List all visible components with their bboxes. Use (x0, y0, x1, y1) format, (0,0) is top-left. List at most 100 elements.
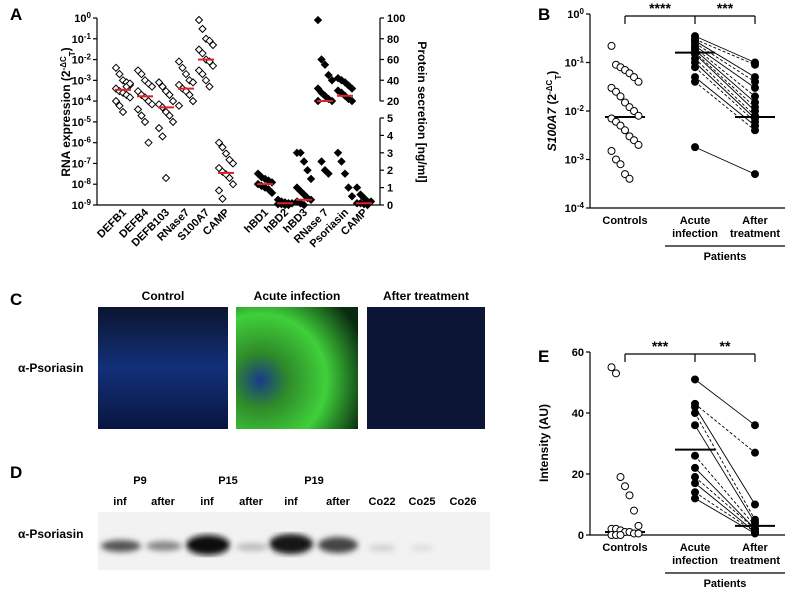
panel-label: D (10, 463, 22, 482)
y2-tick-label: 100 (387, 13, 405, 25)
text-part: 10 (72, 179, 84, 191)
data-point (337, 157, 346, 166)
x-tick-label: Controls (602, 215, 647, 227)
x-tick-label: infection (672, 555, 718, 567)
lane-label: after (151, 496, 176, 508)
significance: *** (717, 0, 734, 16)
text-part: ) (545, 71, 559, 75)
data-point (320, 60, 330, 69)
text-part: 60 (572, 347, 584, 359)
data-point (616, 92, 625, 101)
significance: **** (649, 0, 671, 16)
x-tick-label: Controls (602, 542, 647, 554)
y-tick-label: 10-9 (72, 198, 92, 213)
panel-label: E (538, 347, 549, 366)
pair-line (694, 76, 756, 126)
data-point (616, 531, 625, 539)
data-point (691, 451, 699, 460)
data-point (181, 69, 191, 79)
data-point (691, 63, 699, 72)
text-part: -9 (84, 198, 92, 207)
x-tick-label: infection (672, 228, 718, 240)
micrograph-acute (236, 307, 358, 429)
data-point (621, 126, 629, 135)
pair-line (694, 53, 756, 112)
text-part: 10 (72, 200, 84, 212)
data-point (218, 194, 227, 203)
data-point (154, 78, 164, 87)
text-part: 10 (565, 155, 577, 167)
data-point (137, 69, 146, 79)
y-tick-label: 60 (572, 347, 584, 359)
text-part: -2 (577, 104, 585, 113)
data-point (111, 63, 121, 73)
text-part: T (68, 51, 77, 56)
text-part: -6 (84, 135, 92, 144)
data-point (111, 96, 121, 106)
y-axis-title: S100A7 (2-ΔCT) (545, 71, 563, 151)
data-point (296, 148, 305, 158)
data-point (133, 105, 143, 114)
y2-tick-label: 20 (387, 96, 399, 108)
data-point (616, 160, 625, 169)
data-point (621, 170, 629, 179)
data-point (158, 82, 167, 91)
pair-line (694, 52, 756, 108)
data-point (188, 78, 198, 87)
y-tick-label: 20 (572, 469, 584, 481)
data-point (751, 421, 759, 430)
data-point (751, 448, 759, 457)
data-point (612, 87, 620, 96)
lane-label: Co22 (369, 496, 396, 508)
pair-line (694, 403, 756, 453)
data-point (198, 49, 207, 58)
y2-axis-title: Protein secretion [ng/ml] (415, 41, 429, 182)
data-point (317, 55, 326, 64)
text-part: -1 (577, 55, 585, 64)
text-part: 10 (72, 34, 84, 46)
data-point (691, 494, 699, 503)
data-point (161, 173, 171, 183)
x-tick-label: Acute (680, 215, 711, 227)
data-point (751, 83, 759, 92)
data-point (125, 93, 135, 102)
y2-tick-label: 40 (387, 75, 399, 87)
pair-line (694, 379, 756, 426)
data-point (168, 117, 178, 127)
text-part: -3 (84, 73, 92, 82)
y2-tick-label: 3 (387, 148, 393, 160)
data-point (634, 111, 643, 120)
y-tick-label: 10-6 (72, 135, 92, 150)
data-point (691, 77, 699, 86)
data-point (125, 79, 135, 88)
y-axis-title: Intensity (AU) (537, 404, 551, 482)
x-tick-label: After (742, 542, 768, 554)
image-title: Control (142, 289, 185, 303)
y-tick-label: 10-2 (72, 52, 92, 67)
lane-label: inf (200, 496, 214, 508)
text-part: RNA expression (2 (59, 70, 73, 177)
pair-line (694, 42, 756, 83)
text-part: -1 (84, 31, 92, 40)
pair-line (694, 482, 756, 533)
data-point (630, 73, 638, 82)
lane-label: inf (113, 496, 127, 508)
x-tick-label: After (742, 215, 768, 227)
data-point (313, 15, 323, 25)
data-point (630, 107, 638, 115)
y2-tick-label: 2 (387, 165, 393, 177)
y2-tick-label: 0 (387, 200, 393, 212)
text-part: -4 (84, 94, 92, 103)
y-tick-label: 10-4 (565, 201, 585, 216)
data-point (612, 369, 620, 378)
data-point (218, 167, 227, 176)
data-point (165, 111, 174, 120)
y2-tick-label: 80 (387, 34, 399, 46)
pair-line (694, 476, 756, 530)
data-point (634, 77, 643, 86)
patient-label: P15 (218, 475, 238, 487)
data-point (751, 60, 759, 69)
data-point (201, 34, 211, 43)
data-point (751, 170, 759, 179)
